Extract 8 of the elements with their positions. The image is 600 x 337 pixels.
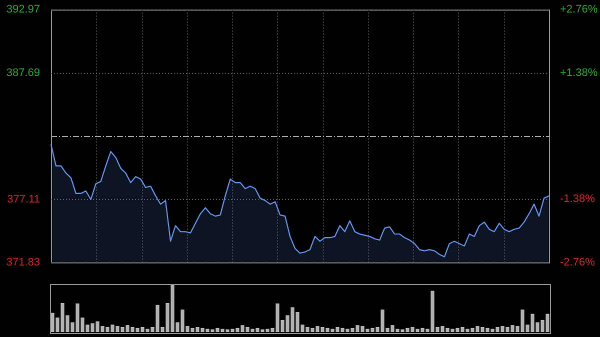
y-tick-label: 371.83: [6, 256, 40, 268]
y-tick-label: 387.69: [6, 66, 40, 79]
y-tick-label: 392.97: [6, 4, 40, 16]
y2-tick-label: +1.38%: [560, 66, 598, 79]
y-tick-label: 377.11: [7, 193, 40, 206]
y2-tick-label: -1.38%: [560, 193, 596, 206]
y2-tick-label: -2.76%: [560, 256, 596, 268]
y2-tick-label: +2.76%: [560, 4, 598, 16]
